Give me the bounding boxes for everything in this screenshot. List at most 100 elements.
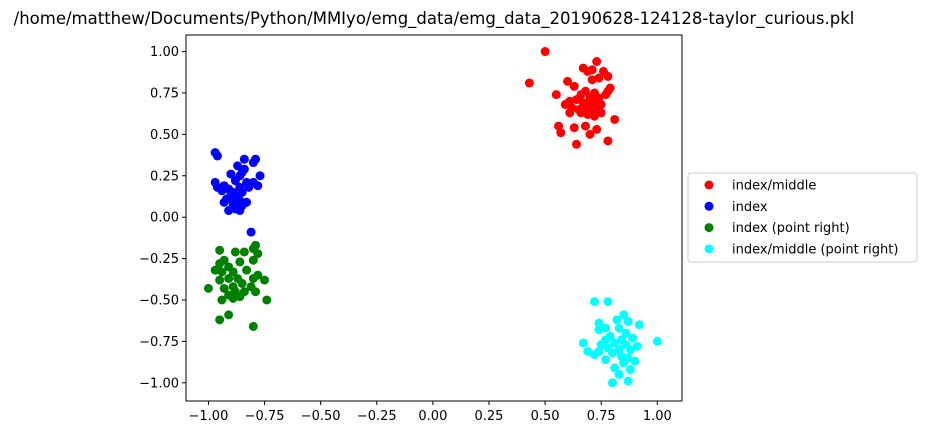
x-tick-label: 0.75 bbox=[587, 409, 616, 424]
data-point bbox=[619, 358, 629, 368]
data-point bbox=[623, 376, 633, 386]
data-point bbox=[583, 346, 593, 356]
data-point bbox=[594, 325, 604, 335]
data-point bbox=[235, 206, 245, 216]
x-tick-label: −0.75 bbox=[245, 409, 285, 424]
data-point bbox=[569, 123, 579, 133]
data-point bbox=[578, 338, 588, 348]
y-tick-label: −0.50 bbox=[139, 293, 179, 308]
data-point bbox=[230, 176, 240, 186]
legend-label: index bbox=[732, 200, 768, 215]
data-point bbox=[589, 350, 599, 360]
data-point bbox=[540, 47, 550, 57]
legend-label: index/middle (point right) bbox=[732, 242, 898, 257]
data-point bbox=[634, 320, 644, 330]
data-point bbox=[255, 171, 265, 181]
data-point bbox=[628, 333, 638, 343]
data-point bbox=[596, 108, 606, 118]
x-tick-label: −1.00 bbox=[189, 409, 229, 424]
data-point bbox=[215, 259, 225, 269]
data-point bbox=[594, 318, 604, 328]
data-point bbox=[601, 90, 611, 100]
y-tick-label: 0.25 bbox=[150, 169, 179, 184]
data-point bbox=[248, 273, 258, 283]
data-point bbox=[563, 76, 573, 86]
data-point bbox=[601, 323, 611, 333]
data-point bbox=[233, 161, 243, 171]
data-point bbox=[262, 295, 272, 305]
data-point bbox=[603, 136, 613, 146]
y-tick-label: −0.75 bbox=[139, 335, 179, 350]
data-point bbox=[592, 124, 602, 134]
data-point bbox=[226, 169, 236, 179]
data-point bbox=[244, 182, 254, 192]
x-tick-label: −0.25 bbox=[357, 409, 397, 424]
data-point bbox=[623, 317, 633, 327]
legend-label: index (point right) bbox=[732, 221, 850, 236]
x-tick-label: 1.00 bbox=[643, 409, 672, 424]
data-point bbox=[614, 323, 624, 333]
data-point bbox=[253, 249, 263, 259]
y-tick-label: 1.00 bbox=[150, 45, 179, 60]
data-point bbox=[219, 197, 229, 207]
data-point bbox=[215, 245, 225, 255]
legend-label: index/middle bbox=[732, 179, 816, 194]
data-points bbox=[203, 47, 662, 388]
data-point bbox=[242, 265, 252, 275]
legend-marker bbox=[704, 223, 714, 233]
data-point bbox=[652, 336, 662, 346]
data-point bbox=[612, 315, 622, 325]
legend-marker bbox=[704, 201, 714, 211]
data-point bbox=[246, 227, 256, 237]
data-point bbox=[217, 186, 227, 196]
data-point bbox=[630, 356, 640, 366]
data-point bbox=[524, 78, 534, 88]
plot-frame bbox=[185, 34, 683, 402]
data-point bbox=[583, 66, 593, 76]
data-point bbox=[253, 181, 263, 191]
data-point bbox=[576, 108, 586, 118]
data-point bbox=[239, 154, 249, 164]
data-point bbox=[551, 90, 561, 100]
data-point bbox=[603, 71, 613, 81]
data-point bbox=[587, 75, 597, 85]
data-point bbox=[614, 370, 624, 379]
data-point bbox=[610, 114, 620, 124]
y-tick-label: 0.75 bbox=[150, 86, 179, 101]
y-tick-label: 0.00 bbox=[150, 211, 179, 226]
data-point bbox=[592, 57, 602, 66]
data-point bbox=[224, 273, 234, 283]
data-point bbox=[228, 267, 238, 277]
legend-marker bbox=[704, 244, 714, 254]
data-point bbox=[237, 278, 247, 288]
y-tick-label: −1.00 bbox=[139, 376, 179, 391]
x-axis: −1.00 −0.75 −0.50 −0.25 0.00 0.25 0.50 0.75 1.00 bbox=[189, 401, 672, 424]
data-point bbox=[610, 363, 620, 373]
data-point bbox=[565, 108, 575, 118]
data-point bbox=[583, 109, 593, 119]
data-point bbox=[210, 265, 220, 275]
data-point bbox=[239, 247, 249, 257]
data-point bbox=[215, 315, 225, 325]
y-tick-label: −0.25 bbox=[139, 252, 179, 267]
x-tick-label: −0.50 bbox=[301, 409, 341, 424]
data-point bbox=[248, 158, 258, 168]
x-tick-label: 0.50 bbox=[531, 409, 560, 424]
data-point bbox=[251, 287, 261, 297]
data-point bbox=[217, 267, 227, 277]
data-point bbox=[594, 73, 604, 83]
data-point bbox=[589, 111, 599, 121]
data-point bbox=[607, 348, 617, 358]
data-point bbox=[632, 341, 642, 351]
data-point bbox=[230, 247, 240, 257]
data-point bbox=[212, 151, 222, 161]
data-point bbox=[585, 129, 595, 139]
data-point bbox=[625, 345, 635, 355]
data-point bbox=[619, 310, 629, 320]
data-point bbox=[621, 328, 631, 338]
data-point bbox=[607, 378, 617, 388]
data-point bbox=[601, 355, 611, 365]
data-point bbox=[556, 128, 566, 138]
data-point bbox=[560, 100, 570, 110]
